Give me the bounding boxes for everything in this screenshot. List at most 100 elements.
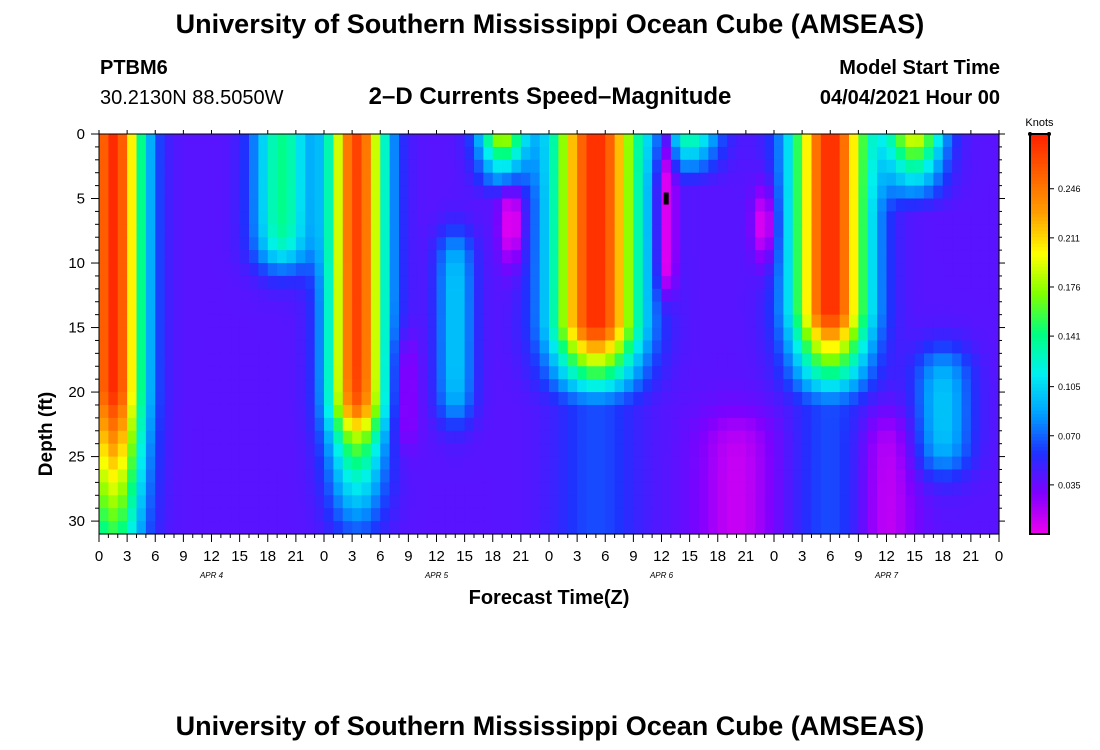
heatmap-cell (445, 198, 456, 213)
heatmap-cell (164, 495, 175, 509)
heatmap-cell (689, 469, 700, 483)
heatmap-cell (389, 159, 400, 174)
heatmap-cell (905, 211, 916, 225)
heatmap-cell (989, 263, 1000, 277)
heatmap-cell (352, 456, 363, 471)
heatmap-cell (614, 263, 625, 277)
heatmap-cell (558, 508, 569, 522)
heatmap-cell (558, 340, 569, 354)
heatmap-cell (858, 159, 869, 174)
heatmap-cell (914, 495, 925, 509)
heatmap-cell (914, 443, 925, 458)
heatmap-cell (539, 237, 550, 251)
heatmap-cell (530, 159, 541, 174)
heatmap-cell (680, 521, 691, 535)
heatmap-cell (361, 159, 372, 174)
heatmap-cell (267, 404, 278, 419)
heatmap-cell (605, 353, 616, 367)
heatmap-cell (933, 392, 944, 406)
heatmap-cell (408, 211, 419, 225)
heatmap-cell (914, 482, 925, 496)
heatmap-cell (642, 353, 653, 367)
heatmap-cell (445, 275, 456, 290)
heatmap-cell (830, 185, 841, 200)
heatmap-cell (849, 314, 859, 329)
heatmap-cell (839, 159, 850, 174)
heatmap-cell (820, 430, 831, 445)
heatmap-cell (802, 469, 813, 483)
colorbar-segment (1030, 374, 1049, 378)
heatmap-cell (914, 392, 925, 406)
heatmap-cell (642, 211, 653, 225)
heatmap-cell (633, 521, 644, 535)
heatmap-cell (802, 379, 813, 393)
heatmap-cell (699, 211, 709, 225)
heatmap-cell (820, 224, 831, 238)
heatmap-cell (464, 288, 475, 303)
heatmap-cell (586, 172, 597, 187)
heatmap-cell (670, 469, 681, 483)
heatmap-cell (492, 482, 503, 496)
heatmap-cell (399, 327, 409, 342)
heatmap-cell (427, 198, 438, 213)
heatmap-cell (202, 172, 213, 187)
heatmap-cell (230, 159, 241, 174)
heatmap-cell (558, 430, 569, 445)
heatmap-cell (942, 250, 953, 264)
heatmap-cell (624, 430, 634, 445)
heatmap-cell (117, 443, 128, 458)
heatmap-cell (155, 340, 166, 354)
heatmap-cell (820, 469, 831, 483)
heatmap-cell (783, 443, 794, 458)
heatmap-cell (980, 263, 991, 277)
heatmap-cell (708, 146, 719, 161)
heatmap-cell (624, 404, 634, 419)
heatmap-cell (445, 237, 456, 251)
heatmap-cell (164, 211, 175, 225)
heatmap-cell (980, 353, 991, 367)
heatmap-cell (802, 430, 813, 445)
heatmap-cell (539, 211, 550, 225)
heatmap-cell (558, 456, 569, 471)
heatmap-cell (736, 392, 747, 406)
heatmap-cell (792, 482, 803, 496)
heatmap-cell (989, 237, 1000, 251)
colorbar-segment (1030, 337, 1049, 342)
heatmap-cell (924, 172, 934, 187)
heatmap-cell (483, 172, 494, 187)
heatmap-cell (605, 288, 616, 303)
heatmap-cell (624, 495, 634, 509)
heatmap-cell (849, 185, 859, 200)
heatmap-cell (717, 198, 728, 213)
heatmap-cell (136, 340, 147, 354)
heatmap-cell (661, 263, 672, 277)
heatmap-cell (258, 366, 269, 380)
heatmap-cell (239, 134, 250, 148)
heatmap-cell (436, 301, 447, 316)
heatmap-cell (970, 508, 981, 522)
heatmap-cell (192, 327, 203, 342)
heatmap-cell (802, 237, 813, 251)
heatmap-cell (924, 134, 934, 148)
heatmap-cell (905, 508, 916, 522)
heatmap-cell (708, 404, 719, 419)
heatmap-cell (295, 495, 306, 509)
colorbar-segment (1030, 194, 1049, 198)
heatmap-cell (970, 237, 981, 251)
heatmap-cell (942, 172, 953, 187)
heatmap-cell (352, 314, 363, 329)
heatmap-cell (961, 237, 972, 251)
heatmap-cell (539, 250, 550, 264)
heatmap-cell (502, 185, 513, 200)
heatmap-cell (924, 211, 934, 225)
heatmap-cell (211, 327, 222, 342)
heatmap-cell (183, 198, 194, 213)
heatmap-cell (530, 211, 541, 225)
heatmap-cell (380, 275, 391, 290)
heatmap-cell (155, 263, 166, 277)
heatmap-cell (755, 469, 766, 483)
heatmap-cell (427, 146, 438, 161)
station-coords: 30.2130N 88.5050W (100, 87, 284, 109)
heatmap-cell (549, 469, 559, 483)
heatmap-cell (839, 469, 850, 483)
